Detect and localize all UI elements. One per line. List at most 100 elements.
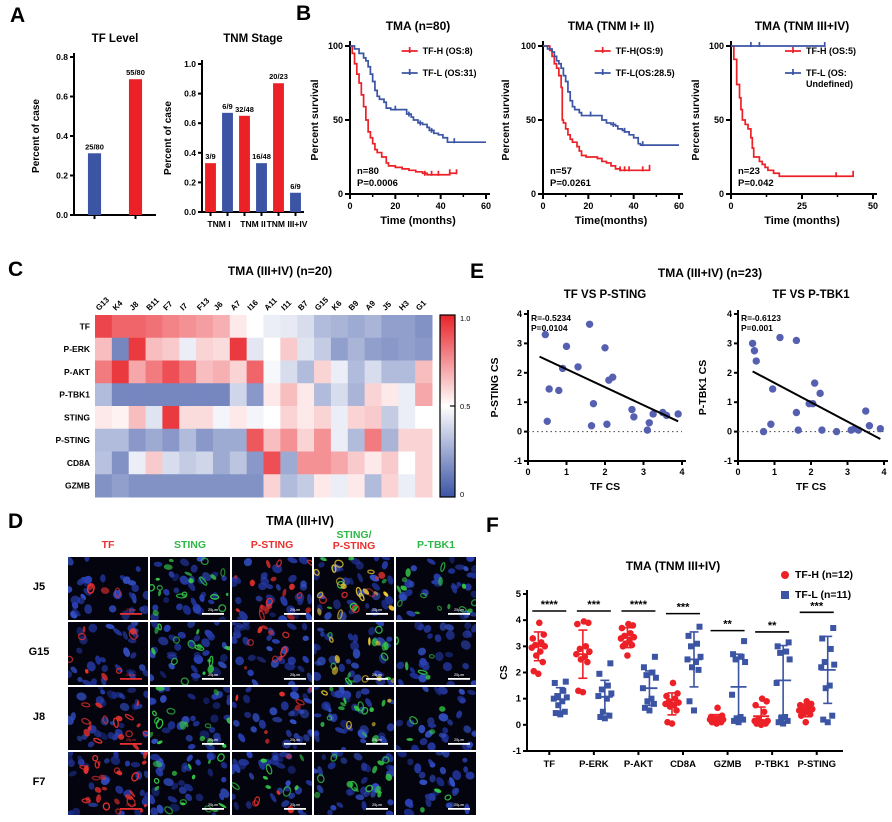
svg-text:25: 25 [797,201,807,211]
svg-text:20: 20 [390,201,400,211]
svg-text:Time(months): Time(months) [575,215,648,227]
scatter-point [816,389,824,398]
heatmap-cell [280,428,298,452]
heatmap-cell [364,451,382,475]
svg-text:n=80: n=80 [357,166,379,177]
dot-point [575,687,582,695]
svg-text:0.5: 0.5 [460,402,470,411]
dot-point [562,678,569,685]
svg-text:Time (months): Time (months) [380,215,456,227]
heatmap-cell [415,474,433,498]
micrograph-tile: 25μm [314,687,394,750]
heatmap-cell [280,360,298,384]
svg-text:0: 0 [525,467,530,477]
heatmap-cell [263,360,281,384]
svg-text:4: 4 [679,467,684,477]
dot-point [584,658,591,666]
dot-point [777,649,784,656]
svg-text:50: 50 [333,115,343,125]
tnm-stage-bar-chart: TNM Stage 0.0 0.2 0.4 0.6 0.8 1.0 Percent of ca… [163,33,308,229]
scale-bar [202,613,224,615]
dot-point [782,713,789,720]
dot-point [818,664,825,671]
heatmap-cell [364,337,382,361]
heatmap-cell [145,451,163,475]
scale-bar [120,678,142,680]
panel-b-label: B [296,2,312,25]
heatmap-cell [347,428,366,452]
svg-text:55/80: 55/80 [126,68,145,77]
dot-point [773,679,780,686]
heatmap-cell [196,474,214,498]
heatmap-cell [415,428,433,452]
svg-text:TMA (TNM I+ II): TMA (TNM I+ II) [568,19,655,33]
svg-text:1: 1 [772,467,777,477]
heatmap-cell [179,383,197,407]
heatmap-cell [297,315,315,339]
heatmap-cell [347,451,366,475]
svg-text:****: **** [630,599,648,611]
scatter-point [750,347,759,355]
scatter-point [794,426,802,434]
heatmap-cell [111,360,130,384]
dot-point [696,623,703,630]
heatmap-cell [212,337,231,361]
svg-text:0: 0 [516,720,521,731]
heatmap-cell [246,383,264,407]
heatmap-cell [95,451,113,475]
scatter-point [609,373,617,381]
heatmap-cell [179,337,197,361]
tf-level-bar-chart: TF Level 0.0 0.2 0.4 0.6 0.8 Percent of case 25… [31,33,156,220]
svg-text:3: 3 [727,338,732,348]
panel-e-title: TMA (III+IV) (n=23) [657,266,763,280]
svg-text:25μm: 25μm [372,737,383,742]
scatter-point [603,420,611,428]
svg-text:25/80: 25/80 [85,142,104,151]
heatmap-cell [347,406,366,430]
heatmap-cell [297,337,315,361]
heatmap-cell [347,337,366,361]
heatmap-cell [381,360,399,384]
svg-text:Percent survival: Percent survival [690,79,702,160]
km-series-TF-H [731,45,854,178]
heatmap-cell [398,428,416,452]
svg-text:5: 5 [516,589,522,600]
svg-text:0: 0 [540,201,545,211]
cs-dot-plot: TMA (TNM III+IV) TF-H (n=12) TF-L (n=11) -1… [498,559,853,770]
scatter-point [752,357,760,365]
svg-text:0.2: 0.2 [56,171,68,181]
svg-text:A9: A9 [364,298,378,312]
svg-text:3: 3 [517,338,522,348]
scale-bar [202,678,224,680]
heatmap-cell [162,360,180,384]
micrograph-tile: 25μm [68,687,148,750]
heatmap-cell [128,337,147,361]
panel-e-label: E [470,260,485,283]
col-header-ptbk1-label: P-TBK1 [417,539,455,551]
scale-bar [120,808,142,810]
heatmap-cell [330,451,349,475]
svg-text:4: 4 [516,615,522,626]
scatter-point [587,422,596,430]
svg-text:2: 2 [516,668,521,679]
svg-text:-1: -1 [514,456,522,466]
heatmap-cell [263,383,281,407]
dot-point [652,674,659,681]
heatmap-cell [297,406,315,430]
scatter-point [792,336,801,345]
scale-bar [448,678,470,680]
svg-text:TF VS P-STING: TF VS P-STING [564,289,646,301]
heatmap-cell [330,383,349,407]
svg-text:0.0: 0.0 [184,207,196,217]
scatter-point [767,420,775,428]
col-header-merge-label2: P-STING [332,540,376,552]
svg-text:G13: G13 [94,295,111,312]
dot-point [604,682,611,689]
heatmap-cell [145,474,163,498]
dot-point [673,707,680,714]
scale-bar [284,678,306,680]
scatter-point [543,417,551,426]
dot-point [537,639,545,646]
micrograph-tile: 25μm [150,557,230,620]
svg-text:0.8: 0.8 [184,89,196,99]
